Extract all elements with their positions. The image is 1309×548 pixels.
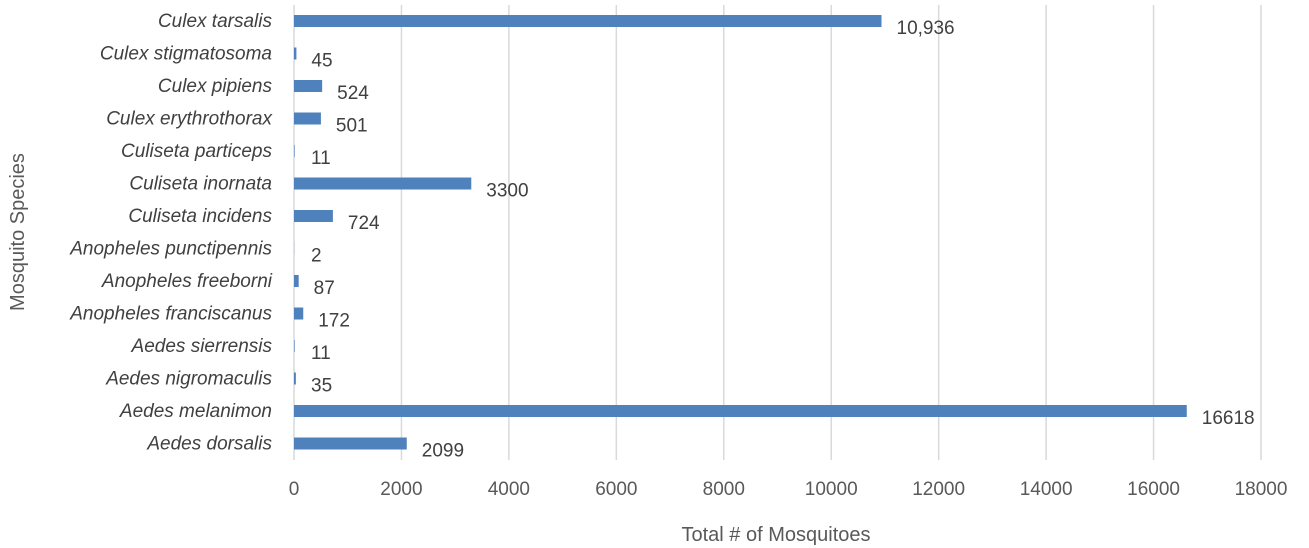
category-label: Aedes nigromaculis: [105, 369, 272, 390]
category-label: Anopheles punctipennis: [69, 239, 272, 260]
gridlines: [293, 5, 1262, 460]
x-tick-label: 6000: [595, 479, 637, 500]
bar: [294, 15, 882, 27]
x-axis-ticks: 0 2000 4000 6000 8000 10000 12000 14000 16000 180…: [289, 479, 1288, 500]
category-label: Aedes melanimon: [119, 401, 272, 422]
category-label: Culiseta particeps: [121, 141, 273, 162]
data-label: 524: [337, 83, 369, 104]
category-label: Culex tarsalis: [158, 11, 273, 32]
data-label: 3300: [486, 181, 528, 202]
bar: [294, 307, 304, 320]
data-label: 11: [311, 148, 331, 169]
category-labels: Culex tarsalis Culex stigmatosoma Culex pi…: [69, 11, 273, 455]
bar: [294, 405, 1187, 417]
x-tick-label: 0: [289, 479, 300, 500]
data-label: 16618: [1202, 408, 1255, 429]
data-labels: 10,9364552450111330072428717211351661820…: [311, 18, 1255, 462]
data-label: 10,936: [897, 18, 955, 39]
category-label: Culiseta inornata: [129, 174, 272, 195]
bar: [294, 177, 472, 190]
data-label: 11: [311, 343, 331, 364]
category-label: Anopheles freeborni: [101, 271, 273, 292]
bar: [294, 372, 296, 385]
bar: [294, 275, 299, 287]
x-tick-label: 8000: [703, 479, 745, 500]
category-label: Aedes dorsalis: [146, 434, 272, 455]
data-label: 724: [348, 213, 380, 234]
bars: [294, 15, 1187, 450]
bar: [294, 145, 295, 157]
x-tick-label: 18000: [1235, 479, 1288, 500]
data-label: 45: [311, 51, 332, 72]
category-label: Aedes sierrensis: [131, 336, 273, 357]
category-label: Culex pipiens: [158, 76, 273, 97]
data-label: 2: [311, 246, 322, 267]
bar: [294, 80, 323, 92]
x-tick-label: 4000: [488, 479, 530, 500]
category-label: Anopheles franciscanus: [69, 304, 272, 325]
x-tick-label: 10000: [805, 479, 858, 500]
x-axis-title: Total # of Mosquitoes: [682, 524, 871, 546]
data-label: 172: [318, 311, 350, 332]
category-label: Culex erythrothorax: [106, 109, 273, 130]
bar: [294, 47, 297, 60]
bar: [294, 210, 333, 222]
category-label: Culiseta incidens: [128, 206, 272, 227]
x-tick-label: 14000: [1020, 479, 1073, 500]
bar: [294, 437, 407, 450]
x-tick-label: 16000: [1127, 479, 1180, 500]
x-tick-label: 12000: [912, 479, 965, 500]
data-label: 2099: [422, 441, 464, 462]
data-label: 35: [311, 376, 332, 397]
x-tick-label: 2000: [380, 479, 422, 500]
bar: [294, 112, 321, 125]
category-label: Culex stigmatosoma: [100, 44, 272, 65]
data-label: 87: [314, 278, 335, 299]
y-axis-title: Mosquito Species: [7, 153, 29, 311]
bar: [294, 340, 295, 352]
data-label: 501: [336, 116, 368, 137]
